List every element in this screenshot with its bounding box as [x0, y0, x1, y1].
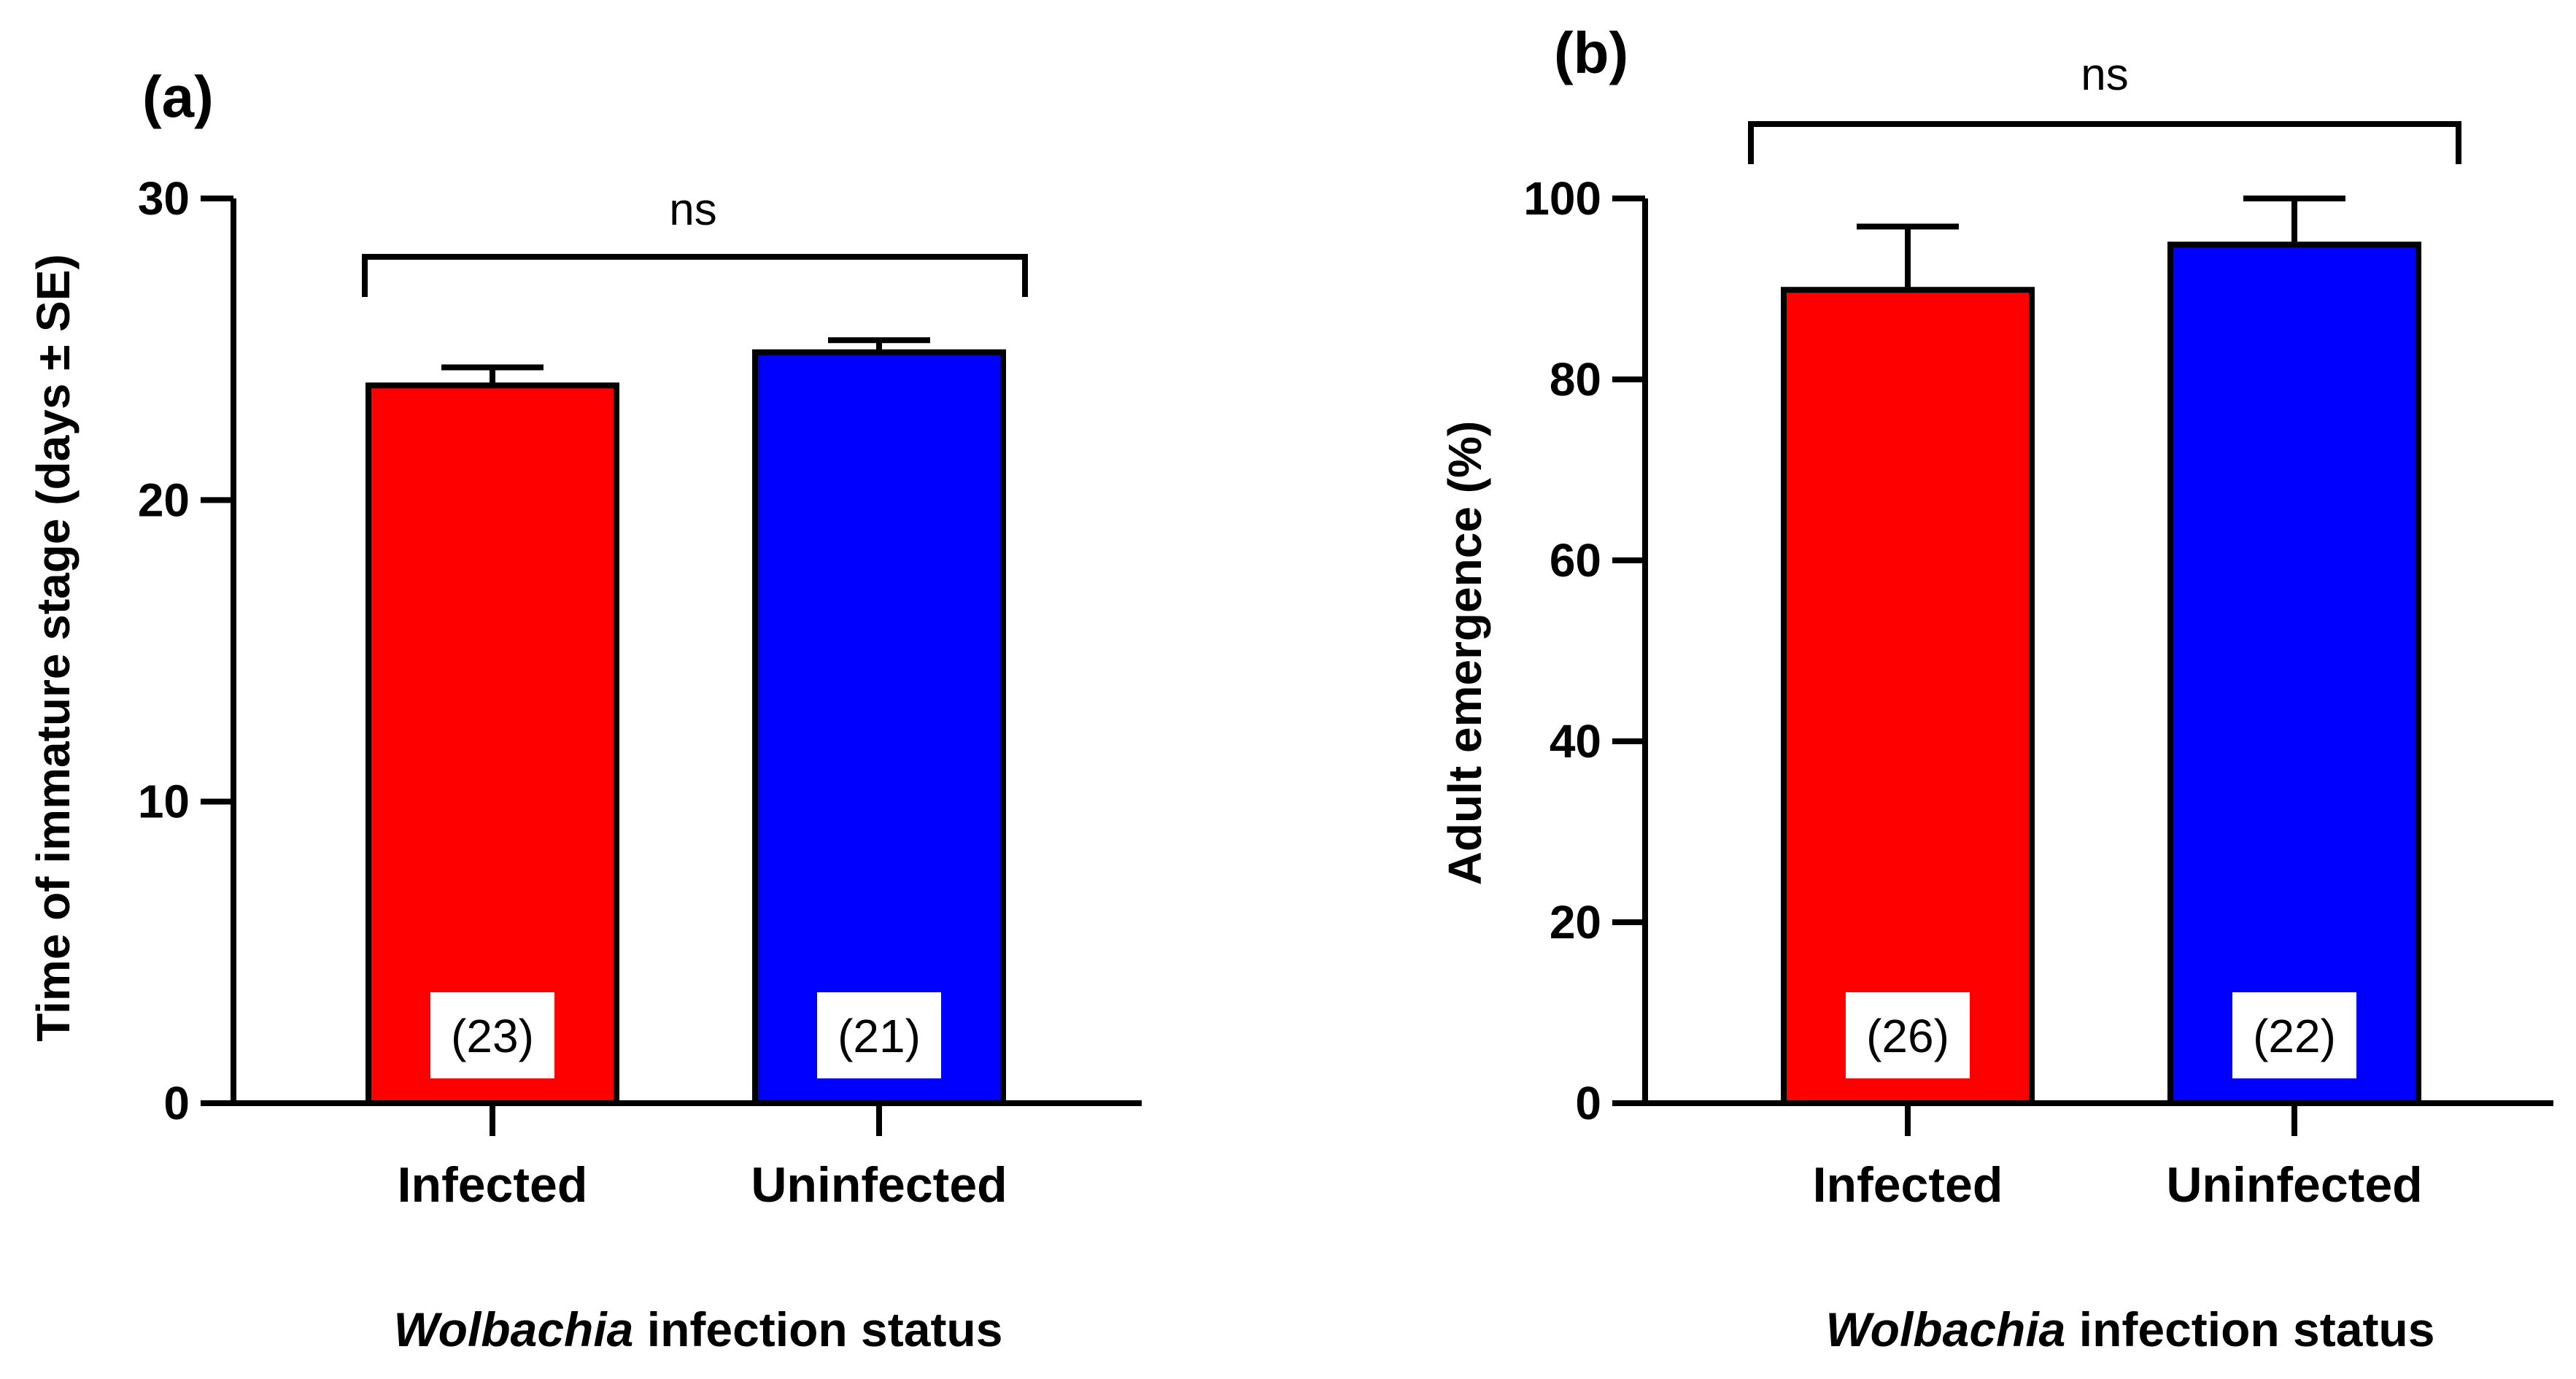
panel-b-y-tick-label-60: 60 — [1550, 534, 1601, 587]
panel-a-bar-uninfected — [752, 349, 1006, 1106]
panel-a-x-axis-label-rest: infection status — [633, 1302, 1002, 1356]
panel-a-sample-size-box-uninfected — [817, 992, 941, 1078]
panel-b-bars: (26) Infected (22) Uninfected 0 20 40 60 80 100 — [1523, 121, 2553, 1213]
panel-b-label: (b) — [1554, 20, 1628, 85]
panel-a-significance-bracket — [362, 254, 1028, 297]
panel-b-x-axis-label-italic: Wolbachia — [1826, 1302, 2066, 1356]
panel-b-significance-label: ns — [2081, 50, 2128, 100]
panel-a-y-tick-label-20: 20 — [138, 474, 190, 526]
panel-a-sample-size-infected: (23) — [451, 1010, 534, 1062]
panel-a-bars: (23) Infected (21) Uninfected 0 10 20 30 — [138, 172, 1142, 1213]
panel-a-significance-label: ns — [669, 185, 716, 235]
panel-a-y-tick-label-10: 10 — [138, 776, 190, 828]
panel-b-significance-bracket — [1748, 121, 2461, 164]
panel-b-y-tick-label-100: 100 — [1523, 172, 1601, 225]
panel-b-sample-size-infected: (26) — [1866, 1010, 1949, 1062]
panel-b-y-tick-label-80: 80 — [1550, 353, 1601, 406]
panel-a-x-tick-label-infected: Infected — [398, 1157, 588, 1213]
panel-a-y-axis-label: Time of immature stage (days ± SE) — [27, 254, 80, 1042]
panel-a: (a) Time of immature stage (days ± SE) W… — [27, 64, 1142, 1356]
panel-b-x-tick-label-infected: Infected — [1813, 1157, 2003, 1213]
panel-b-x-axis-label-rest: infection status — [2065, 1302, 2434, 1356]
panel-b-sample-size-box-uninfected — [2232, 992, 2356, 1078]
panel-a-bar-infected — [365, 382, 619, 1106]
panel-b: (b) Adult emergence (%) Wolbachia infect… — [1439, 20, 2553, 1356]
panel-b-y-tick-label-20: 20 — [1550, 896, 1601, 949]
panel-b-bar-uninfected — [2167, 242, 2421, 1106]
panel-a-x-axis-label: Wolbachia infection status — [394, 1302, 1003, 1356]
panel-b-y-tick-label-40: 40 — [1550, 715, 1601, 768]
panel-a-y-tick-label-30: 30 — [138, 172, 190, 225]
panel-b-y-axis-label: Adult emergence (%) — [1439, 421, 1491, 886]
panel-a-label: (a) — [142, 64, 214, 129]
panel-a-x-axis-label-italic: Wolbachia — [394, 1302, 634, 1356]
panel-b-bar-infected — [1781, 287, 2035, 1106]
panel-b-x-tick-label-uninfected: Uninfected — [2166, 1157, 2422, 1213]
panel-b-sample-size-uninfected: (22) — [2253, 1010, 2336, 1062]
panel-a-y-tick-label-0: 0 — [163, 1077, 190, 1129]
panel-a-x-tick-label-uninfected: Uninfected — [751, 1157, 1007, 1213]
panel-a-sample-size-uninfected: (21) — [838, 1010, 921, 1062]
panel-b-sample-size-box-infected — [1846, 992, 1970, 1078]
panel-a-sample-size-box-infected — [430, 992, 554, 1078]
panel-b-x-axis-label: Wolbachia infection status — [1826, 1302, 2435, 1356]
panel-b-y-tick-label-0: 0 — [1575, 1077, 1601, 1129]
